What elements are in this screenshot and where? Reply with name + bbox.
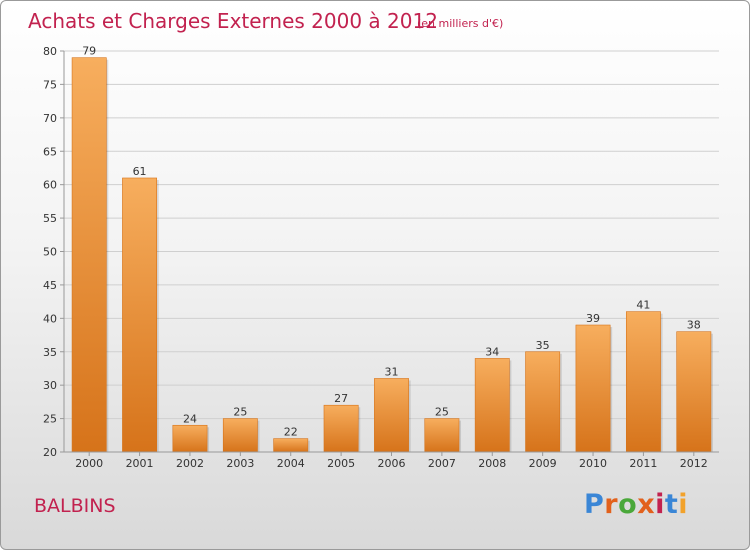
bar-2000 (71, 57, 107, 453)
x-tick-label: 2006 (378, 457, 406, 470)
data-label: 38 (687, 319, 701, 332)
y-tick-label: 50 (43, 246, 57, 259)
proxiti-logo: Proxiti (584, 489, 688, 520)
x-tick-label: 2003 (226, 457, 254, 470)
logo-letter: r (604, 489, 619, 520)
data-label: 39 (586, 312, 600, 325)
y-tick-label: 55 (43, 212, 57, 225)
location-name: BALBINS (34, 495, 116, 517)
x-tick-label: 2009 (529, 457, 557, 470)
bar-2009 (525, 351, 561, 453)
y-tick-label: 35 (43, 346, 57, 359)
y-tick-label: 40 (43, 312, 57, 325)
bar-2001 (122, 177, 158, 453)
data-label: 27 (334, 392, 348, 405)
logo-letter: t (664, 489, 679, 520)
y-tick-label: 45 (43, 279, 57, 292)
x-tick-label: 2002 (176, 457, 204, 470)
y-tick-label: 60 (43, 179, 57, 192)
y-tick-label: 30 (43, 379, 57, 392)
data-label: 25 (233, 406, 247, 419)
bar-2008 (474, 358, 510, 453)
data-label: 79 (82, 45, 96, 58)
y-tick-label: 70 (43, 112, 57, 125)
y-tick-label: 25 (43, 413, 57, 426)
logo-letter: P (584, 489, 605, 520)
data-label: 41 (636, 299, 650, 312)
bar-2006 (374, 378, 409, 453)
data-label: 22 (284, 426, 298, 439)
chart-title: Achats et Charges Externes 2000 à 2012 (28, 9, 438, 33)
x-tick-label: 2005 (327, 457, 355, 470)
x-tick-label: 2011 (629, 457, 657, 470)
logo-letter: i (678, 489, 689, 520)
data-label: 34 (485, 345, 499, 358)
x-tick-label: 2008 (478, 457, 506, 470)
data-label: 61 (133, 165, 147, 178)
logo-letter: x (637, 489, 656, 520)
x-tick-label: 2007 (428, 457, 456, 470)
y-tick-label: 20 (43, 446, 57, 459)
data-label: 24 (183, 412, 197, 425)
x-tick-label: 2001 (126, 457, 154, 470)
x-tick-label: 2012 (680, 457, 708, 470)
data-label: 35 (536, 339, 550, 352)
x-tick-label: 2010 (579, 457, 607, 470)
logo-letter: i (655, 489, 665, 520)
y-tick-label: 80 (43, 45, 57, 58)
x-tick-label: 2004 (277, 457, 305, 470)
bar-2011 (625, 311, 661, 453)
bar-2010 (575, 324, 611, 453)
bar-2003 (222, 418, 258, 453)
bar-2012 (676, 331, 712, 453)
bar-2007 (424, 418, 460, 453)
bar-layer: 79 61 24 25 22 27 31 25 34 35 39 41 38 (71, 45, 713, 453)
data-label: 25 (435, 406, 449, 419)
y-tick-label: 65 (43, 145, 57, 158)
x-tick-label: 2000 (75, 457, 103, 470)
bar-2005 (323, 404, 359, 453)
logo-letter: o (618, 489, 638, 520)
chart-unit-label: (en milliers d'€) (417, 17, 503, 30)
grid-layer (64, 50, 719, 453)
bar-2002 (172, 424, 208, 453)
bar-2004 (273, 438, 309, 453)
axis-layer: 20 25 30 35 40 45 50 55 60 65 70 75 80 2000 2001 2002 20… (43, 45, 719, 470)
data-label: 31 (385, 365, 399, 378)
y-tick-label: 75 (43, 78, 57, 91)
